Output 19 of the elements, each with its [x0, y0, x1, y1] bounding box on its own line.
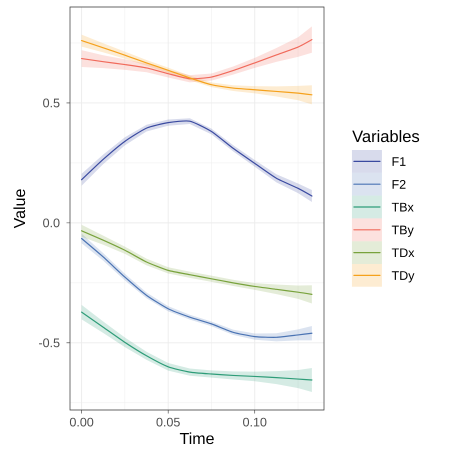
legend-label: F2 — [392, 180, 406, 189]
line-series — [81, 40, 312, 96]
x-axis-title: Time — [180, 432, 214, 444]
x-tick-label: 0.05 — [156, 418, 180, 427]
line-series — [81, 39, 312, 80]
y-tick-label: 0.0 — [43, 218, 60, 228]
legend-label: TBx — [392, 202, 414, 212]
y-tick-label: -0.5 — [39, 338, 60, 348]
legend-label: TBy — [392, 226, 414, 237]
y-axis-title: Value — [13, 189, 26, 228]
legend-title: Variables — [352, 130, 420, 142]
line-series — [81, 312, 312, 381]
legend-label: TDy — [392, 271, 414, 282]
x-tick-label: 0.00 — [70, 418, 94, 427]
x-tick-label: 0.10 — [243, 418, 266, 427]
legend-label: TDx — [392, 248, 414, 258]
legend-label: F1 — [392, 157, 406, 166]
y-tick-label: 0.5 — [43, 98, 60, 108]
line-series — [81, 230, 312, 295]
